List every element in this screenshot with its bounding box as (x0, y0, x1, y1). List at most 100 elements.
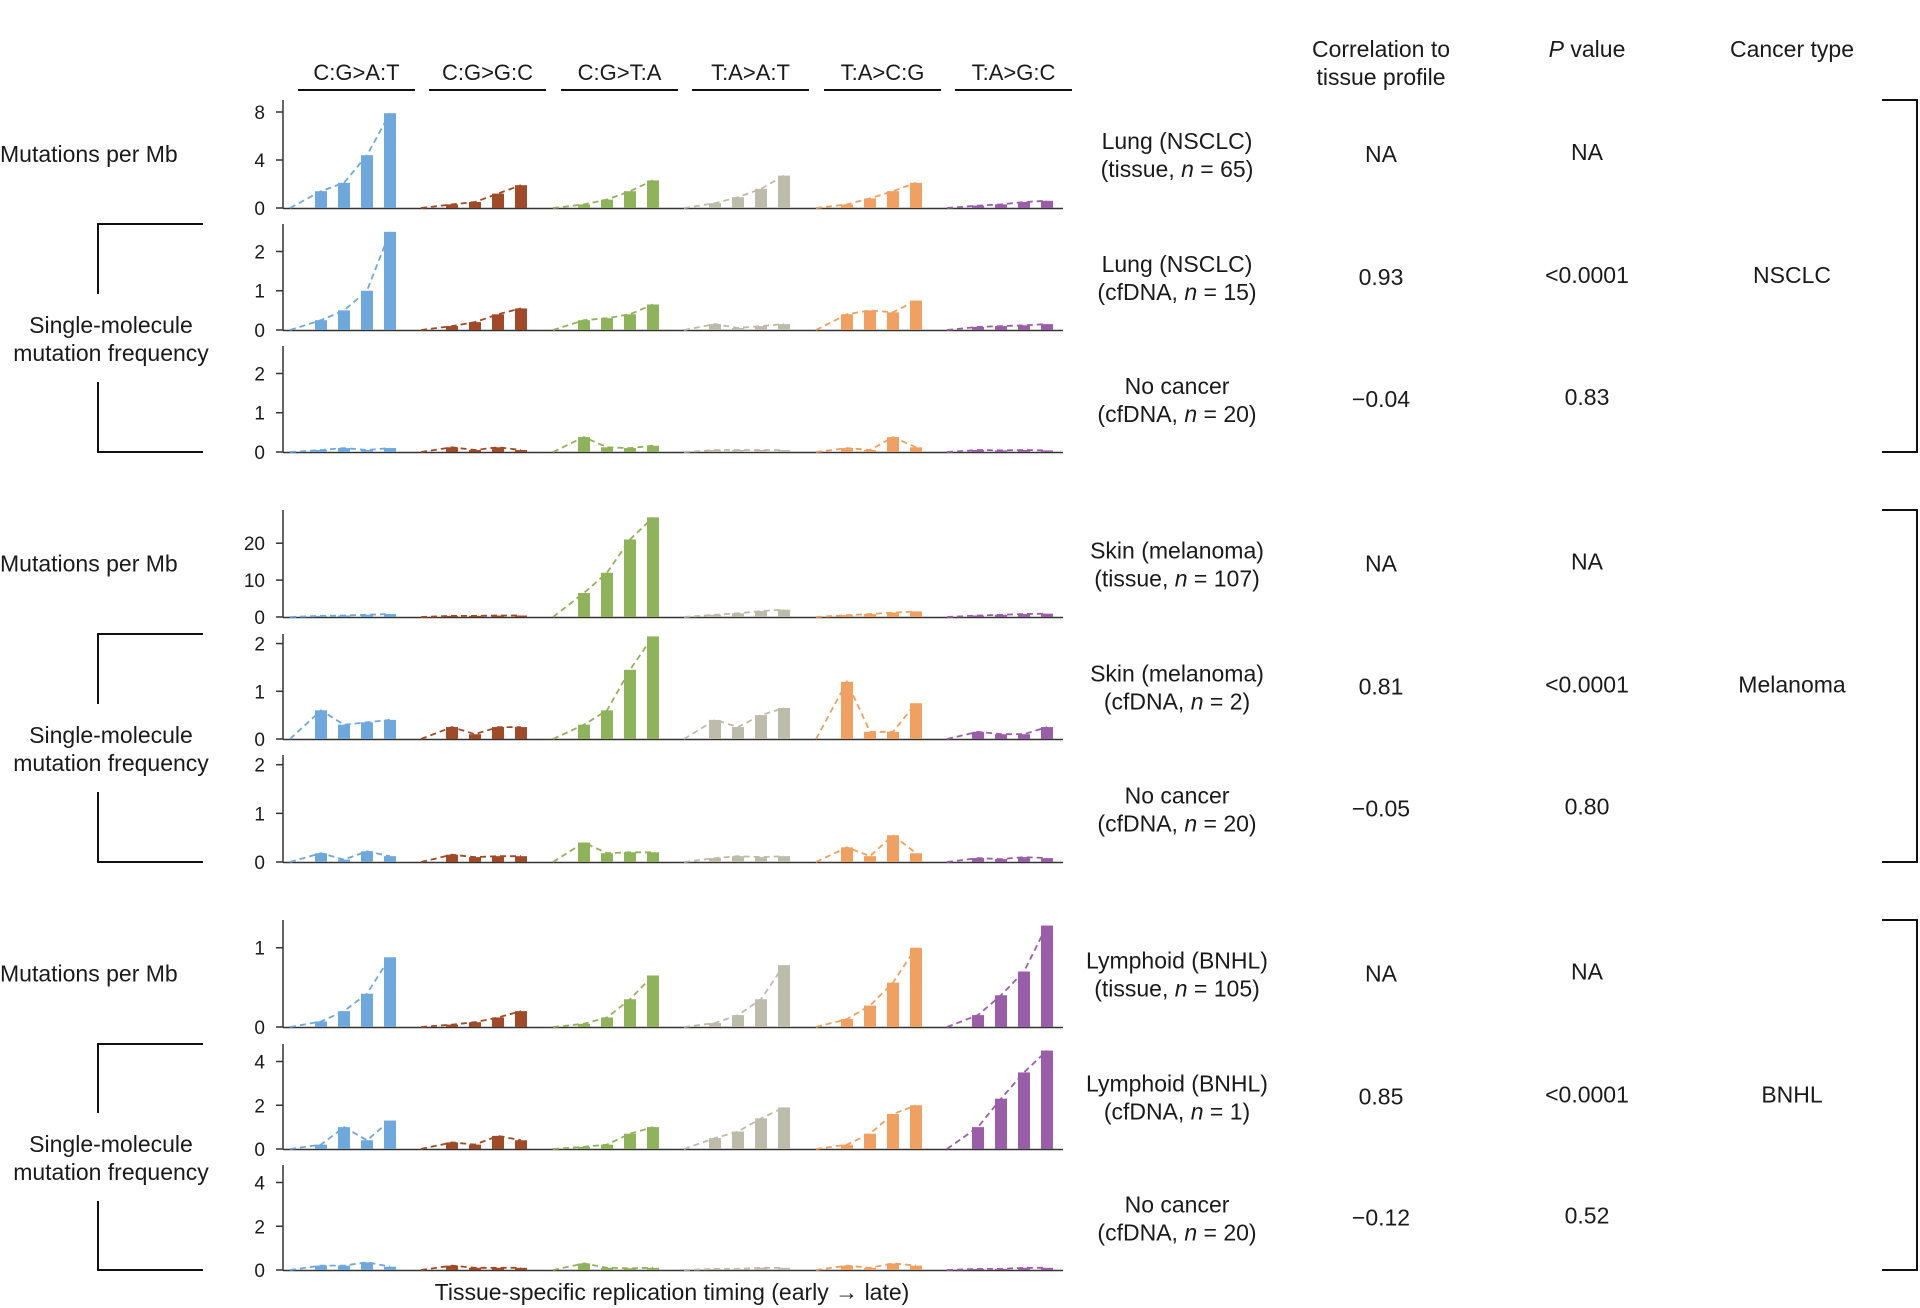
bar (910, 1265, 922, 1270)
bar (624, 1268, 636, 1270)
bar (864, 1133, 876, 1149)
bar (361, 722, 373, 739)
trend-line (420, 1010, 522, 1028)
y-tick-label: 10 (244, 571, 265, 592)
trend-line (552, 635, 654, 740)
bar (578, 724, 590, 739)
bar (647, 445, 659, 452)
series-t-a-a-t (683, 855, 790, 863)
bar (732, 450, 744, 452)
bar (361, 1262, 373, 1270)
bar (910, 1105, 922, 1149)
y-tick-label: 2 (254, 364, 265, 385)
bar (315, 450, 327, 452)
bar (446, 447, 458, 452)
bar (1018, 202, 1030, 208)
bar (338, 448, 350, 452)
sample-label-suffix: = 107) (1188, 566, 1260, 592)
bar (709, 203, 721, 208)
sample-label-prefix: (cfDNA, (1104, 689, 1191, 715)
y-tick-label: 0 (254, 1018, 265, 1039)
bar (864, 856, 876, 862)
bar (446, 1024, 458, 1027)
series-t-a-c-g (815, 1104, 922, 1150)
sample-label-line1: Lymphoid (BNHL) (1086, 948, 1268, 974)
series-c-g-t-a (552, 436, 659, 453)
bar (384, 719, 396, 739)
correlation-header-line1: Correlation to (1312, 36, 1450, 62)
series-c-g-t-a (552, 635, 659, 740)
p-value: NA (1571, 959, 1604, 985)
series-c-g-a-t (289, 112, 396, 209)
bar (732, 1015, 744, 1027)
sample-label-n: n (1175, 976, 1188, 1002)
bar (647, 975, 659, 1027)
bar (601, 1144, 613, 1149)
trend-line (815, 1262, 917, 1271)
sample-label-prefix: (cfDNA, (1097, 401, 1184, 427)
bar (841, 681, 853, 739)
trend-line (946, 726, 1048, 740)
p-value: <0.0001 (1545, 672, 1629, 698)
trend-line (815, 610, 917, 618)
row-bracket-upper (97, 1043, 203, 1113)
series-t-a-a-t (683, 608, 790, 618)
bar (469, 450, 481, 452)
correlation-value: 0.85 (1359, 1084, 1404, 1110)
bar (755, 857, 767, 862)
series-c-g-a-t (289, 1261, 396, 1271)
series-t-a-c-g (815, 181, 922, 209)
trend-line (946, 1266, 1047, 1271)
y-tick-label: 0 (254, 853, 265, 874)
series-t-a-g-c (946, 323, 1053, 331)
bar (601, 853, 613, 862)
row-bracket-lower (97, 1201, 203, 1271)
bar (338, 310, 350, 330)
bar (864, 1267, 876, 1270)
sample-label-n: n (1191, 689, 1204, 715)
bar (755, 1267, 767, 1270)
sample-label-prefix: (cfDNA, (1097, 811, 1184, 837)
trend-line (683, 964, 785, 1028)
bar (315, 1144, 327, 1149)
bar (972, 326, 984, 330)
bar (624, 1133, 636, 1149)
series-c-g-t-a (552, 1126, 659, 1150)
bar (315, 1265, 327, 1270)
series-c-g-t-a (552, 841, 659, 863)
bar (492, 1267, 504, 1270)
trend-line (815, 299, 917, 331)
sample-label-n: n (1181, 156, 1194, 182)
y-tick-label: 2 (254, 1096, 265, 1117)
trend-line (289, 956, 391, 1028)
sample-label-line1: Skin (melanoma) (1090, 538, 1264, 564)
trend-line (552, 436, 654, 453)
bar (995, 204, 1007, 208)
column-headers: Correlation to tissue profile P value Ca… (1312, 36, 1854, 90)
bar (469, 734, 481, 739)
correlation-value: −0.04 (1352, 386, 1410, 412)
trend-line (946, 199, 1048, 209)
trend-line (683, 855, 785, 863)
bar (446, 1142, 458, 1149)
series-t-a-g-c (946, 612, 1053, 618)
sample-label-n: n (1191, 1099, 1204, 1125)
bar (755, 611, 767, 617)
cancer-type-label: NSCLC (1753, 262, 1831, 288)
sample-label-n: n (1184, 279, 1197, 305)
bar (778, 856, 790, 862)
trend-line (946, 1049, 1048, 1150)
bar (841, 847, 853, 862)
series-t-a-c-g (815, 679, 922, 740)
bar (578, 1146, 590, 1149)
series-c-g-a-t (289, 447, 396, 453)
p-value: NA (1571, 549, 1604, 575)
bar (446, 854, 458, 862)
p-value-header-rest: value (1564, 36, 1625, 62)
y-tick-label: 0 (254, 1261, 265, 1282)
y-tick-label: 0 (254, 443, 265, 464)
y-tick-label: 8 (254, 103, 265, 124)
bar (995, 326, 1007, 330)
series-t-a-a-t (683, 1106, 790, 1150)
category-header-c-g-g-c: C:G>G:C (442, 60, 533, 85)
